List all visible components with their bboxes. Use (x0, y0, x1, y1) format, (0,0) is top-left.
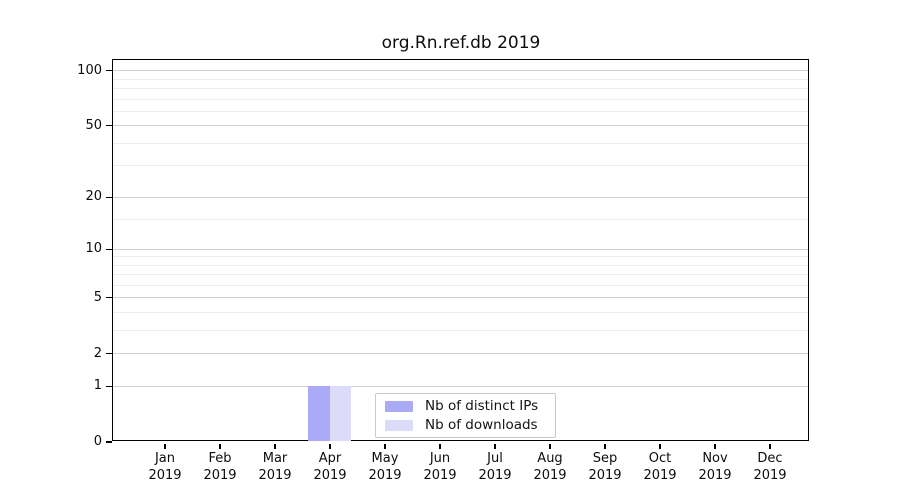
x-tick-label: Apr 2019 (302, 451, 358, 484)
minor-gridline (113, 274, 808, 276)
y-tick-label: 10 (85, 241, 102, 257)
y-tick-label: 1 (93, 378, 102, 394)
x-tick-year: 2019 (313, 467, 347, 483)
x-tick-year: 2019 (753, 467, 787, 483)
x-tick (769, 443, 771, 449)
x-tick-label: Nov 2019 (687, 451, 743, 484)
x-tick (604, 443, 606, 449)
minor-gridline (113, 165, 808, 167)
x-tick (384, 443, 386, 449)
x-tick (274, 443, 276, 449)
x-tick-year: 2019 (368, 467, 402, 483)
minor-gridline (113, 330, 808, 331)
legend-row: Nb of downloads (385, 417, 555, 433)
minor-gridline (113, 264, 808, 266)
y-tick-label: 0 (93, 434, 102, 449)
x-tick-year: 2019 (423, 467, 457, 483)
x-tick-label: Jan 2019 (137, 451, 193, 484)
major-gridline (113, 196, 808, 198)
y-tick-label: 50 (85, 117, 102, 133)
x-tick-month: Oct (648, 451, 672, 466)
x-tick (714, 443, 716, 449)
y-tick (106, 441, 112, 443)
x-tick-month: Nov (702, 451, 728, 466)
minor-gridline (113, 285, 808, 286)
bar-downloads (329, 385, 351, 442)
major-gridline (113, 125, 808, 127)
x-tick-month: Apr (318, 451, 342, 466)
y-tick (106, 297, 112, 299)
x-tick-month: Sep (592, 451, 618, 466)
x-tick-label: Oct 2019 (632, 451, 688, 484)
x-tick-year: 2019 (698, 467, 732, 483)
x-tick-month: Jul (487, 451, 503, 466)
minor-gridline (113, 98, 808, 100)
x-tick-year: 2019 (588, 467, 622, 483)
minor-gridline (113, 256, 808, 258)
x-tick-label: Aug 2019 (522, 451, 578, 484)
x-tick-month: Feb (208, 451, 232, 466)
legend-label-distinct-ips: Nb of distinct IPs (425, 398, 539, 414)
x-tick-month: Dec (757, 451, 783, 466)
major-gridline (113, 353, 808, 355)
x-tick (329, 443, 331, 449)
x-tick-year: 2019 (643, 467, 677, 483)
x-tick-label: Feb 2019 (192, 451, 248, 484)
legend-label-downloads: Nb of downloads (425, 417, 538, 433)
major-gridline (113, 70, 808, 72)
legend-swatch-distinct-ips (385, 400, 413, 412)
y-tick-label: 100 (77, 62, 102, 78)
y-tick (106, 353, 112, 355)
bar-distinct-ips (308, 385, 330, 442)
major-gridline (113, 248, 808, 250)
y-tick (106, 125, 112, 127)
y-tick-label: 2 (93, 345, 102, 361)
minor-gridline (113, 110, 808, 112)
y-tick-label: 5 (93, 289, 102, 305)
x-tick-month: Jan (154, 451, 176, 466)
x-tick-year: 2019 (533, 467, 567, 483)
minor-gridline (113, 312, 808, 314)
x-tick-label: Jul 2019 (467, 451, 523, 484)
x-tick-label: Sep 2019 (577, 451, 633, 484)
plot-area (112, 59, 809, 442)
minor-gridline (113, 88, 808, 89)
x-tick-label: May 2019 (357, 451, 413, 484)
minor-gridline (113, 142, 808, 144)
x-tick-label: Mar 2019 (247, 451, 303, 484)
x-tick-year: 2019 (258, 467, 292, 483)
major-gridline (113, 297, 808, 299)
x-tick-month: Jun (429, 451, 451, 466)
y-tick (106, 70, 112, 72)
x-tick (164, 443, 166, 449)
x-tick (439, 443, 441, 449)
x-tick-year: 2019 (478, 467, 512, 483)
y-tick-label: 20 (85, 189, 102, 205)
x-tick-month: Aug (537, 451, 563, 466)
legend-swatch-downloads (385, 419, 413, 431)
x-tick-year: 2019 (203, 467, 237, 483)
chart-title: org.Rn.ref.db 2019 (381, 33, 541, 53)
major-gridline (113, 385, 808, 387)
legend: Nb of distinct IPs Nb of downloads (375, 393, 556, 438)
x-tick-month: May (371, 451, 399, 466)
minor-gridline (113, 218, 808, 220)
x-tick (549, 443, 551, 449)
y-tick (106, 385, 112, 387)
x-tick-year: 2019 (148, 467, 182, 483)
x-tick (219, 443, 221, 449)
y-tick (106, 248, 112, 250)
x-tick-label: Dec 2019 (742, 451, 798, 484)
legend-row: Nb of distinct IPs (385, 398, 555, 414)
x-tick-label: Jun 2019 (412, 451, 468, 484)
y-tick (106, 196, 112, 198)
minor-gridline (113, 78, 808, 80)
x-tick (659, 443, 661, 449)
x-tick (494, 443, 496, 449)
x-tick-month: Mar (262, 451, 288, 466)
